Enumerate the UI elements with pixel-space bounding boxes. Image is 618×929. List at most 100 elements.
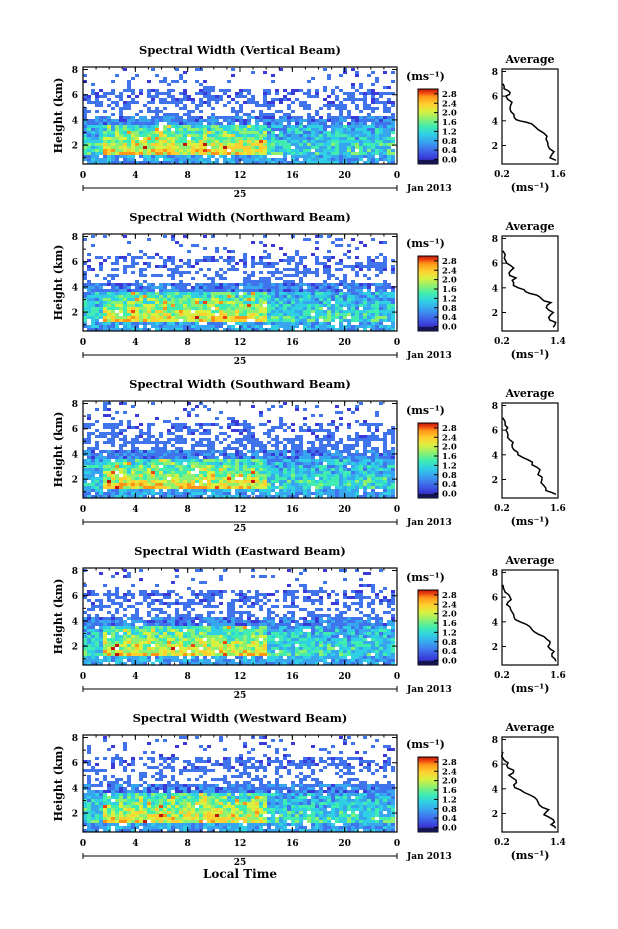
y-tick-label: 4 <box>72 784 78 794</box>
average-frame <box>501 736 559 833</box>
colorbar-tick-label: 2.8 <box>442 257 457 267</box>
y-axis-label: Height (km) <box>52 579 65 655</box>
y-tick-label: 8 <box>72 734 78 744</box>
average-y-tick-label: 8 <box>492 569 498 579</box>
colorbar-tick-label: 1.2 <box>442 628 457 638</box>
y-tick-label: 6 <box>72 91 78 101</box>
x-tick-label: 16 <box>286 839 299 849</box>
average-y-tick-label: 4 <box>492 451 498 461</box>
colorbar-tick-label: 1.6 <box>442 285 457 295</box>
average-frame <box>501 235 559 332</box>
colorbar-unit: (ms⁻¹) <box>406 70 445 83</box>
average-profile-line <box>502 83 557 161</box>
colorbar <box>417 756 439 833</box>
average-y-tick-label: 2 <box>492 643 498 653</box>
day-label: 25 <box>234 357 247 367</box>
heatmap-cells <box>83 235 395 331</box>
heatmap-cells <box>83 402 395 498</box>
x-tick-label: 20 <box>338 505 351 515</box>
colorbar-tick-label: 2.0 <box>442 443 457 453</box>
y-tick-label: 4 <box>72 116 78 126</box>
colorbar-tick-label: 2.8 <box>442 424 457 434</box>
y-tick-label: 8 <box>72 567 78 577</box>
x-tick-label: 0 <box>80 672 86 682</box>
y-axis-label: Height (km) <box>52 746 65 822</box>
x-tick-label: 0 <box>394 171 400 181</box>
y-tick-label: 6 <box>72 258 78 268</box>
average-unit: (ms⁻¹) <box>511 348 550 361</box>
average-profile-line <box>502 250 557 328</box>
average-x-tick-label: 0.2 <box>494 671 510 681</box>
panel-3: Spectral Width (Southward Beam) 2 4 6 8 Heigh… <box>52 377 566 534</box>
average-unit: (ms⁻¹) <box>511 682 550 695</box>
average-y-tick-label: 4 <box>492 284 498 294</box>
day-label: 25 <box>234 691 247 701</box>
x-tick-label: 20 <box>338 839 351 849</box>
average-y-tick-label: 6 <box>492 594 498 604</box>
colorbar-tick-label: 2.8 <box>442 591 457 601</box>
colorbar-tick-label: 0.0 <box>442 490 457 500</box>
y-tick-label: 6 <box>72 592 78 602</box>
colorbar-tick-label: 0.8 <box>442 471 457 481</box>
heatmap-cells <box>83 736 395 832</box>
x-tick-label: 0 <box>394 505 400 515</box>
colorbar-tick-label: 0.0 <box>442 156 457 166</box>
y-tick-label: 2 <box>72 643 78 653</box>
x-tick-label: 12 <box>234 505 247 515</box>
average-y-tick-label: 8 <box>492 68 498 78</box>
average-y-tick-label: 4 <box>492 117 498 127</box>
x-tick-label: 4 <box>132 839 138 849</box>
average-y-tick-label: 2 <box>492 476 498 486</box>
average-y-tick-label: 4 <box>492 785 498 795</box>
panel-title: Spectral Width (Vertical Beam) <box>139 43 341 57</box>
x-tick-label: 4 <box>132 338 138 348</box>
y-axis-label: Height (km) <box>52 78 65 154</box>
x-tick-label: 12 <box>234 672 247 682</box>
average-y-tick-label: 2 <box>492 142 498 152</box>
average-x-tick-label: 1.6 <box>550 504 566 514</box>
colorbar-tick-label: 1.2 <box>442 461 457 471</box>
colorbar-tick-label: 2.0 <box>442 610 457 620</box>
panel-title: Spectral Width (Eastward Beam) <box>134 544 346 558</box>
average-y-tick-label: 4 <box>492 618 498 628</box>
x-axis-title: Local Time <box>203 867 277 881</box>
y-tick-label: 2 <box>72 810 78 820</box>
y-tick-label: 4 <box>72 283 78 293</box>
panel-2: Spectral Width (Northward Beam) 2 4 6 8 Heigh… <box>52 210 566 367</box>
average-x-tick-label: 1.4 <box>550 337 566 347</box>
average-profile-line <box>502 584 557 662</box>
y-tick-label: 6 <box>72 759 78 769</box>
average-title: Average <box>504 220 554 233</box>
x-tick-label: 8 <box>185 505 191 515</box>
colorbar-tick-label: 1.2 <box>442 127 457 137</box>
x-tick-label: 8 <box>185 672 191 682</box>
panel-4: Spectral Width (Eastward Beam) 2 4 6 8 Height… <box>52 544 566 701</box>
x-tick-label: 20 <box>338 338 351 348</box>
colorbar <box>417 589 439 666</box>
date-label: Jan 2013 <box>406 351 452 361</box>
average-title: Average <box>504 387 554 400</box>
average-x-tick-label: 1.6 <box>550 671 566 681</box>
y-tick-label: 8 <box>72 66 78 76</box>
colorbar <box>417 422 439 499</box>
colorbar-min-block <box>418 494 438 498</box>
x-tick-label: 16 <box>286 505 299 515</box>
heatmap-cells <box>83 68 395 164</box>
colorbar-tick-label: 0.4 <box>442 146 457 156</box>
x-tick-label: 0 <box>80 171 86 181</box>
colorbar-tick-label: 0.8 <box>442 805 457 815</box>
date-label: Jan 2013 <box>406 518 452 528</box>
panel-1: Spectral Width (Vertical Beam) 2 4 6 8 Height… <box>52 43 566 200</box>
y-tick-label: 4 <box>72 617 78 627</box>
average-profile-line <box>502 417 557 495</box>
colorbar-tick-label: 0.0 <box>442 657 457 667</box>
colorbar <box>417 255 439 332</box>
y-axis-label: Height (km) <box>52 245 65 321</box>
colorbar-unit: (ms⁻¹) <box>406 571 445 584</box>
colorbar-tick-label: 0.8 <box>442 638 457 648</box>
x-tick-label: 0 <box>394 672 400 682</box>
y-tick-label: 4 <box>72 450 78 460</box>
average-unit: (ms⁻¹) <box>511 849 550 862</box>
average-frame <box>501 68 559 165</box>
colorbar-tick-label: 1.6 <box>442 118 457 128</box>
